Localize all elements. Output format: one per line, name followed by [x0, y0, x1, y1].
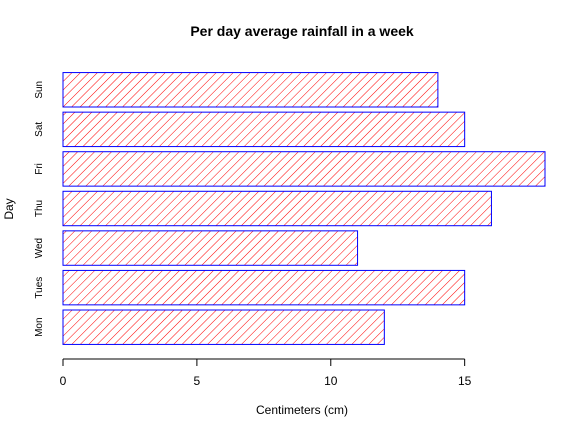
- x-axis: 0 5 10 15: [60, 358, 472, 388]
- bar-sat: [62, 111, 466, 148]
- category-label-sun: Sun: [34, 81, 45, 99]
- bars-group: [62, 72, 546, 345]
- x-tick-label: 0: [60, 374, 67, 388]
- category-label-wed: Wed: [34, 238, 45, 258]
- bar-wed: [62, 230, 359, 266]
- category-label-thu: Thu: [34, 200, 45, 217]
- x-tick-label: 15: [458, 374, 472, 388]
- category-label-mon: Mon: [34, 317, 45, 336]
- category-label-tues: Tues: [34, 277, 45, 299]
- category-label-sat: Sat: [34, 122, 45, 137]
- chart-title: Per day average rainfall in a week: [190, 23, 414, 39]
- x-axis-label: Centimeters (cm): [256, 403, 348, 417]
- bar-sun: [62, 72, 439, 108]
- category-label-fri: Fri: [34, 163, 45, 175]
- bar-thu: [62, 190, 492, 227]
- bar-fri: [62, 151, 546, 187]
- x-tick-label: 5: [194, 374, 201, 388]
- category-labels: Mon Tues Wed Thu Fri Sat Sun: [34, 81, 45, 337]
- y-axis-label: Day: [2, 198, 16, 219]
- bar-tues: [62, 269, 466, 306]
- x-tick-label: 10: [324, 374, 338, 388]
- bar-mon: [62, 309, 385, 345]
